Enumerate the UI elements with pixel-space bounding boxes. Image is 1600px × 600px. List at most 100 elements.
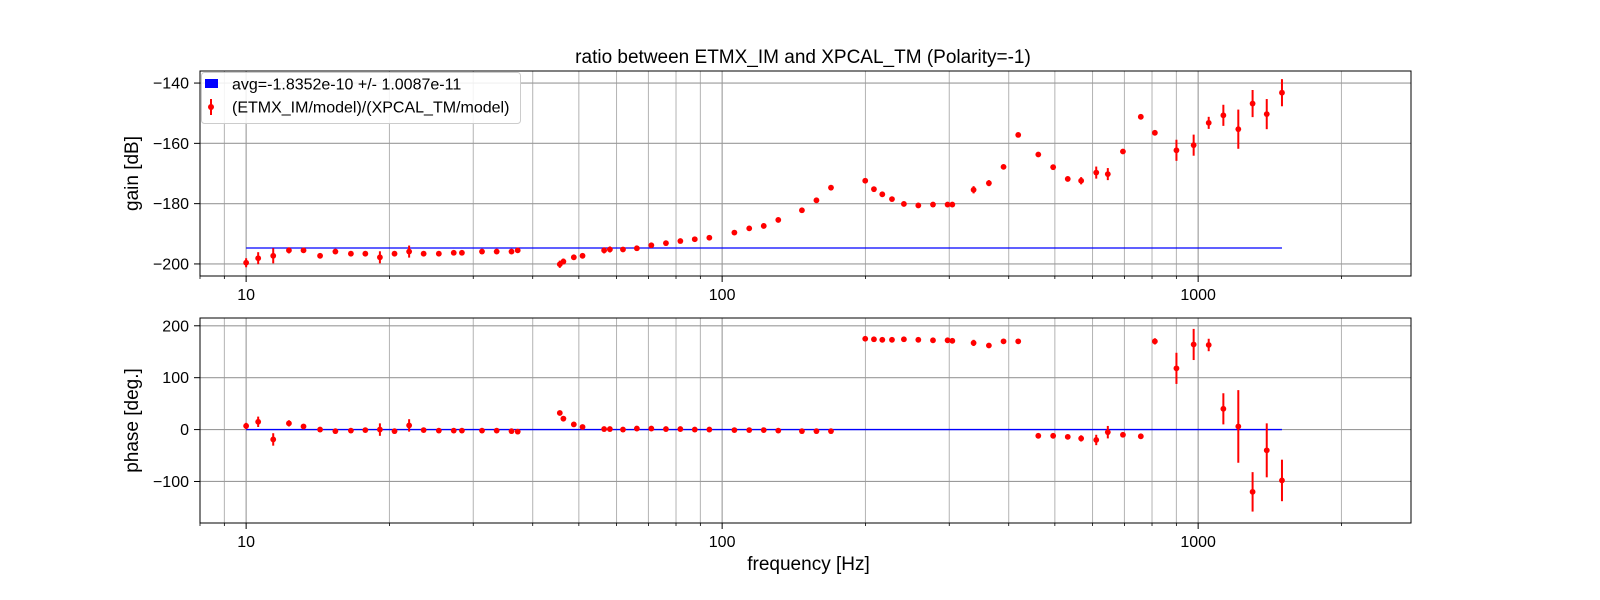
data-point (731, 229, 738, 236)
data-point (879, 336, 886, 343)
data-point (514, 247, 521, 254)
data-point (1093, 169, 1100, 176)
data-point (1050, 164, 1057, 171)
legend-box (201, 72, 521, 124)
legend-entry-label: avg=-1.8352e-10 +/- 1.0087e-11 (232, 77, 461, 94)
data-point (606, 426, 613, 432)
data-point (1279, 477, 1285, 484)
axes-frame (199, 70, 1412, 277)
data-point (1104, 429, 1111, 436)
plot-area (243, 328, 1285, 512)
data-point (459, 427, 465, 434)
y-tick-label: −160 (153, 136, 189, 153)
data-point (570, 254, 577, 261)
data-point (1064, 176, 1071, 182)
y-tick-label: −100 (153, 474, 189, 491)
data-point (760, 223, 767, 229)
data-point (270, 252, 277, 259)
x-tick-label: 100 (709, 287, 736, 304)
plot-area (243, 79, 1285, 268)
data-point (944, 201, 951, 208)
data-point (377, 426, 383, 433)
data-point (560, 258, 567, 265)
data-point (479, 427, 485, 434)
y-tick-label: −180 (153, 196, 189, 213)
data-point (391, 428, 398, 435)
data-point (286, 420, 292, 427)
data-point (775, 217, 782, 223)
data-point (1035, 432, 1042, 439)
data-point (799, 207, 805, 214)
data-point (775, 427, 782, 434)
data-point (1000, 338, 1007, 345)
data-point (270, 436, 277, 443)
data-point (620, 426, 626, 433)
data-point (1151, 129, 1158, 136)
data-point (579, 252, 586, 259)
x-tick-label: 1000 (1180, 534, 1216, 551)
data-point (1050, 432, 1057, 439)
data-point (760, 427, 767, 434)
data-point (1235, 423, 1242, 430)
data-point (944, 337, 951, 344)
data-point (300, 423, 307, 430)
data-point (828, 428, 834, 435)
data-point (799, 428, 805, 435)
data-point (930, 201, 936, 208)
data-point (900, 336, 907, 343)
data-point (1137, 113, 1144, 120)
legend-entry-label: (ETMX_IM/model)/(XPCAL_TM/model) (232, 100, 509, 117)
data-point (949, 201, 956, 208)
data-point (915, 336, 922, 343)
data-point (1173, 147, 1180, 154)
data-point (828, 184, 834, 191)
data-point (813, 428, 820, 435)
data-point (435, 250, 442, 257)
data-point (1249, 488, 1256, 495)
data-point (1190, 341, 1197, 348)
data-point (900, 201, 907, 207)
data-point (813, 197, 820, 204)
data-point (706, 426, 713, 433)
axes-frame (199, 317, 1412, 524)
data-point (648, 242, 655, 249)
data-point (862, 177, 869, 184)
data-point (560, 415, 567, 422)
data-point (255, 418, 262, 425)
data-point (663, 240, 669, 247)
y-tick-label: −140 (153, 76, 189, 93)
data-point (1035, 151, 1042, 158)
y-tick-label: 100 (162, 370, 189, 387)
data-point (1249, 100, 1256, 107)
data-point (871, 186, 877, 193)
data-point (508, 248, 515, 255)
data-point (1137, 433, 1144, 440)
y-tick-label: −200 (153, 256, 189, 273)
data-point (871, 336, 877, 343)
data-point (677, 238, 684, 244)
data-point (570, 421, 577, 428)
x-tick-label: 100 (709, 534, 736, 551)
data-point (1015, 132, 1022, 138)
data-point (1220, 112, 1227, 119)
data-point (493, 427, 500, 434)
data-point (493, 248, 500, 255)
data-point (406, 422, 413, 429)
data-point (317, 426, 323, 433)
data-point (889, 196, 895, 203)
data-point (879, 191, 886, 198)
data-point (435, 427, 442, 434)
data-point (677, 426, 684, 432)
data-point (970, 186, 977, 193)
data-point (450, 249, 457, 256)
data-point (1173, 365, 1180, 372)
data-point (601, 247, 608, 254)
legend: avg=-1.8352e-10 +/- 1.0087e-11 (ETMX_IM/m… (201, 72, 521, 124)
x-tick-label: 10 (237, 534, 255, 551)
data-point (606, 246, 613, 253)
data-point (1120, 148, 1126, 155)
x-tick-label: 1000 (1180, 287, 1216, 304)
data-point (985, 180, 992, 187)
data-point (601, 426, 608, 432)
